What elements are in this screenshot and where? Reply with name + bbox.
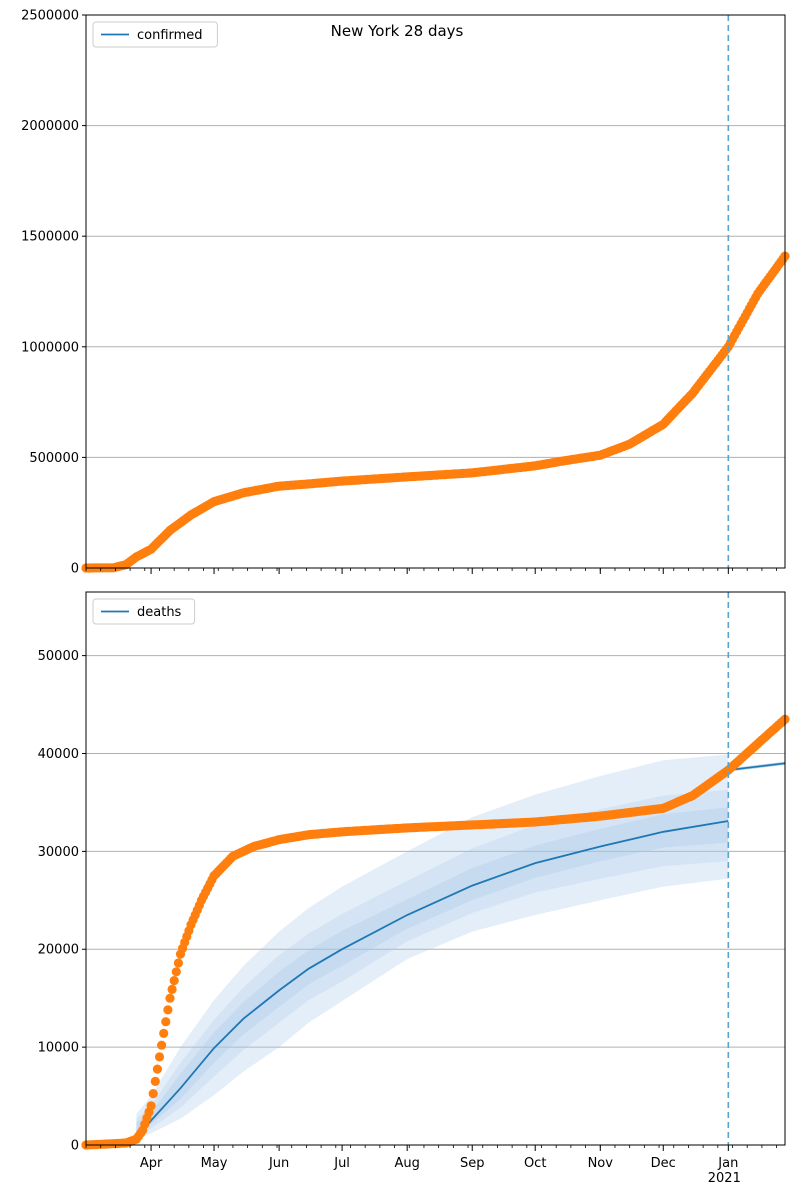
observed-point — [152, 1064, 162, 1074]
observed-point — [171, 967, 181, 977]
axes-frame — [85, 591, 786, 1146]
x-tick-label: Jun — [268, 1156, 289, 1171]
observed-point — [159, 1028, 169, 1038]
observed-point — [146, 1101, 156, 1111]
x-tick-label: Dec — [651, 1156, 676, 1171]
uncertainty-band — [136, 789, 729, 1137]
y-tick-label: 20000 — [38, 943, 79, 958]
legend-box — [92, 598, 196, 625]
x-tick-label: Oct — [524, 1156, 546, 1171]
uncertainty-band — [136, 754, 729, 1140]
x-tick-label: Apr — [140, 1156, 163, 1171]
x-tick-label: Nov — [588, 1156, 614, 1171]
y-tick-label: 10000 — [38, 1041, 79, 1056]
x-tick-label: Sep — [460, 1156, 485, 1171]
x-tick-label: Jan — [717, 1156, 738, 1171]
confirmed-panel: 0 500000 1000000 1500000 2000000 2500000 confi… — [21, 9, 790, 577]
observed-series — [81, 714, 790, 1150]
uncertainty-band — [136, 807, 729, 1135]
x-tick-label: Jul — [333, 1156, 350, 1171]
x-year-label: 2021 — [708, 1171, 741, 1186]
observed-point — [163, 1005, 173, 1015]
axes-frame — [85, 14, 786, 569]
y-tick-label: 1500000 — [21, 230, 79, 245]
x-tick-label: May — [201, 1156, 228, 1171]
observed-point — [173, 958, 183, 968]
legend-box — [92, 21, 218, 48]
y-tick-label: 1000000 — [21, 340, 79, 355]
legend: confirmed — [92, 21, 218, 48]
y-tick-label: 50000 — [38, 649, 79, 664]
observed-series — [81, 251, 790, 573]
y-tick-label: 30000 — [38, 845, 79, 860]
y-tick-label: 500000 — [29, 451, 79, 466]
observed-point — [154, 1052, 165, 1062]
chart-title: New York 28 days — [331, 22, 464, 40]
x-tick-label: Aug — [394, 1156, 419, 1171]
observed-point — [157, 1040, 167, 1050]
observed-point — [150, 1076, 160, 1086]
deaths-panel: 0 10000 20000 30000 40000 50000 Apr May Jun Jul Au… — [38, 591, 790, 1186]
legend-label: deaths — [137, 605, 182, 620]
y-tick-label: 2000000 — [21, 119, 79, 134]
legend: deaths — [92, 598, 196, 625]
y-tick-label: 40000 — [38, 747, 79, 762]
y-tick-label: 2500000 — [21, 9, 79, 24]
legend-label: confirmed — [137, 28, 203, 43]
y-tick-label: 0 — [71, 1139, 79, 1154]
observed-point — [167, 984, 177, 995]
observed-point — [148, 1089, 158, 1099]
forecast-mean-line — [728, 762, 786, 771]
observed-point — [169, 976, 179, 986]
observed-point — [161, 1017, 171, 1027]
y-tick-label: 0 — [71, 562, 79, 577]
observed-point — [165, 993, 175, 1003]
model-mean-line — [142, 820, 729, 1131]
